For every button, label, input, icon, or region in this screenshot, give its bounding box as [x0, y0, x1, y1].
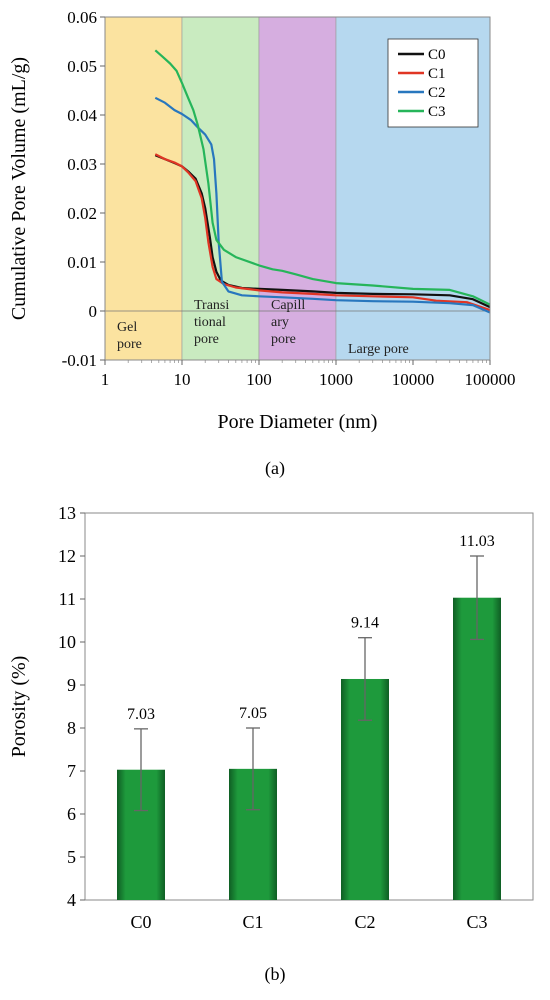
legend-label-c0: C0	[428, 47, 446, 63]
data-label-c2: 9.14	[351, 615, 379, 632]
data-label-c0: 7.03	[127, 706, 155, 723]
region-label-line: pore	[271, 332, 296, 347]
y-tick-label-b: 9	[67, 675, 76, 695]
panel-label-b: (b)	[265, 964, 286, 985]
region-label-line: Large pore	[348, 342, 409, 357]
series-line-c3	[154, 49, 491, 306]
chart-a-pore-volume: Gel pore Transi tional pore Capill ary pore Larg…	[8, 8, 516, 433]
region-label-line: Capill	[271, 298, 305, 313]
y-tick-label-b: 11	[59, 589, 76, 609]
y-tick-label-a: 0.06	[67, 8, 97, 27]
region-label-1: Transi tional pore	[194, 298, 229, 347]
data-label-c3: 11.03	[459, 533, 494, 550]
region-label-line: ary	[271, 315, 289, 330]
series-line-c1	[154, 153, 491, 312]
y-tick-label-b: 13	[58, 503, 76, 523]
y-axis-title-b: Porosity (%)	[8, 656, 30, 758]
x-tick-label-a: 1	[101, 370, 110, 389]
x-tick-label-a: 100000	[465, 370, 516, 389]
data-label-c1: 7.05	[239, 705, 267, 722]
x-tick-label-b: C0	[130, 912, 151, 932]
chart-b-porosity: 4 5 6 7 8 9 10 11 12 13 7.03 C0 7.05 C1 9.14 C2 11.03 C3 P…	[8, 503, 534, 932]
x-tick-label-a: 1000	[319, 370, 353, 389]
plot-frame-b	[84, 512, 534, 901]
region-0	[104, 16, 183, 361]
x-tick-label-b: C2	[354, 912, 375, 932]
y-tick-label-a: 0.05	[67, 57, 97, 76]
y-axis-title-a: Cumulative Pore Volume (mL/g)	[8, 57, 30, 320]
y-tick-label-b: 10	[58, 632, 76, 652]
panel-label-a: (a)	[265, 458, 285, 479]
x-tick-label-a: 10	[174, 370, 191, 389]
legend-label-c2: C2	[428, 85, 446, 101]
bar-c3	[453, 597, 501, 900]
region-label-line: Gel	[117, 320, 137, 335]
region-label-3: Large pore	[348, 342, 409, 357]
legend-label-c1: C1	[428, 66, 446, 82]
y-tick-label-a: 0.04	[67, 106, 97, 125]
region-label-line: tional	[194, 315, 226, 330]
y-tick-label-b: 4	[67, 890, 76, 910]
x-tick-label-b: C1	[242, 912, 263, 932]
series-line-c2	[154, 96, 491, 314]
y-tick-label-b: 7	[67, 761, 76, 781]
x-tick-label-b: C3	[466, 912, 487, 932]
y-tick-label-b: 5	[67, 847, 76, 867]
region-label-0: Gel pore	[117, 320, 142, 352]
y-tick-label-b: 6	[67, 804, 76, 824]
x-axis-title-a: Pore Diameter (nm)	[218, 411, 378, 433]
x-tick-label-a: 100	[246, 370, 272, 389]
region-1	[181, 16, 260, 361]
y-tick-label-b: 12	[58, 546, 76, 566]
legend-label-c3: C3	[428, 104, 446, 120]
plot-frame-a	[104, 16, 491, 361]
y-tick-label-a: 0	[89, 302, 98, 321]
y-tick-label-a: 0.02	[67, 204, 97, 223]
region-label-line: pore	[194, 332, 219, 347]
region-label-line: pore	[117, 337, 142, 352]
region-label-line: Transi	[194, 298, 229, 313]
region-2	[258, 16, 337, 361]
y-tick-label-a: -0.01	[62, 351, 97, 370]
y-tick-label-b: 8	[67, 718, 76, 738]
x-tick-label-a: 10000	[392, 370, 435, 389]
y-tick-label-a: 0.01	[67, 253, 97, 272]
y-tick-label-a: 0.03	[67, 155, 97, 174]
region-label-2: Capill ary pore	[271, 298, 305, 347]
